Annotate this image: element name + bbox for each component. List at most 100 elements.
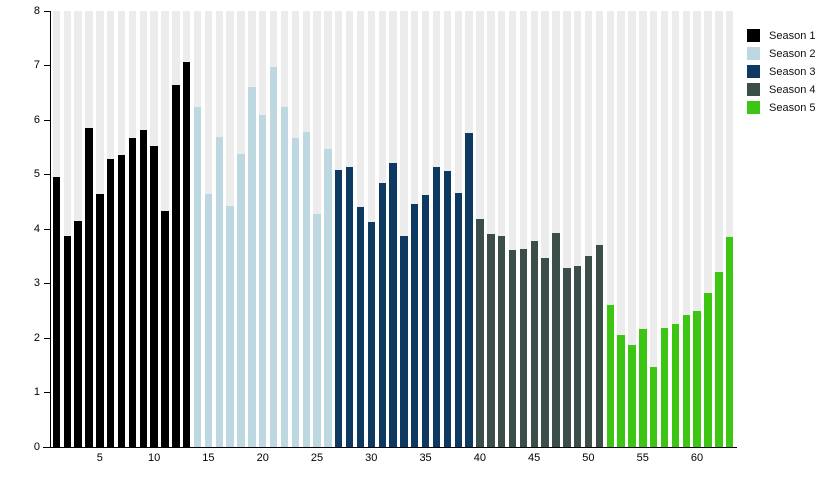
episode-slot-24 [301, 11, 312, 447]
episode-slot-18 [236, 11, 247, 447]
legend-swatch-icon [747, 83, 760, 96]
background-track [563, 11, 571, 447]
bar-episode-35 [421, 195, 430, 447]
bar-episode-53 [617, 334, 625, 447]
bar-episode-62 [715, 272, 723, 447]
legend-label: Season 1 [769, 29, 816, 42]
bar-episode-45 [530, 241, 538, 447]
episode-slot-17 [225, 11, 236, 447]
bar-episode-6 [107, 159, 115, 447]
bar-episode-2 [63, 236, 71, 447]
episode-slot-34 [409, 11, 420, 447]
bar-episode-47 [552, 232, 560, 447]
bar-episode-36 [432, 166, 441, 447]
x-tick-label-10: 10 [148, 452, 161, 464]
bar-episode-50 [584, 256, 593, 447]
episode-slot-41 [485, 11, 496, 447]
bar-episode-34 [411, 203, 419, 447]
legend-item-season-3: Season 3 [747, 65, 815, 78]
bar-episode-13 [183, 62, 191, 447]
episode-slot-55 [637, 11, 648, 447]
episode-slot-9 [138, 11, 149, 447]
episode-slot-31 [377, 11, 388, 447]
y-tick-label-8: 8 [33, 4, 40, 17]
bar-episode-49 [573, 265, 582, 447]
episode-slot-59 [681, 11, 692, 447]
episode-slot-8 [127, 11, 138, 447]
background-track [682, 11, 690, 447]
episode-slot-60 [692, 11, 703, 447]
episode-slot-28 [344, 11, 355, 447]
episode-slot-53 [616, 11, 627, 447]
episode-slot-23 [290, 11, 301, 447]
bar-episode-31 [378, 182, 386, 447]
bar-episode-59 [682, 314, 690, 447]
episode-slot-36 [431, 11, 442, 447]
bar-episode-54 [628, 344, 636, 447]
y-axis-line [50, 11, 51, 448]
bar-episode-22 [280, 106, 289, 447]
bar-episode-46 [541, 257, 549, 447]
bar-episode-19 [248, 87, 256, 447]
x-tick-label-20: 20 [256, 452, 269, 464]
background-track [63, 11, 71, 447]
y-tick-label-1: 1 [33, 386, 40, 398]
bar-episode-44 [519, 248, 528, 447]
background-track [487, 11, 495, 447]
y-tick-mark-7 [44, 65, 50, 66]
background-track [400, 11, 408, 447]
background-track [541, 11, 549, 447]
x-axis-line [43, 447, 737, 448]
bar-episode-43 [508, 250, 517, 447]
background-track [704, 11, 712, 447]
episode-slot-45 [529, 11, 540, 447]
episode-slot-29 [355, 11, 366, 447]
bar-episode-37 [443, 171, 452, 447]
episode-slot-21 [268, 11, 279, 447]
background-track [584, 11, 593, 447]
episode-slot-49 [572, 11, 583, 447]
x-tick-label-30: 30 [365, 452, 378, 464]
episode-slot-37 [442, 11, 453, 447]
bar-episode-27 [335, 170, 343, 447]
y-tick-label-5: 5 [33, 168, 40, 180]
legend-label: Season 5 [769, 101, 816, 114]
bar-episode-18 [237, 154, 245, 447]
bar-episode-12 [172, 84, 180, 447]
bar-episode-26 [324, 148, 332, 447]
bar-episode-60 [693, 310, 701, 447]
bar-episode-21 [269, 67, 278, 447]
episode-slot-43 [507, 11, 518, 447]
bar-episode-42 [497, 235, 506, 447]
bar-episode-23 [291, 138, 300, 447]
episode-slot-16 [214, 11, 225, 447]
bar-episode-3 [74, 220, 82, 447]
background-track [628, 11, 636, 447]
episode-slot-62 [713, 11, 724, 447]
legend-item-season-4: Season 4 [747, 83, 815, 96]
episode-slot-12 [170, 11, 181, 447]
background-track [595, 11, 604, 447]
episode-slot-35 [420, 11, 431, 447]
episode-slot-6 [105, 11, 116, 447]
bar-episode-1 [52, 177, 61, 447]
episode-slot-30 [366, 11, 377, 447]
bar-episode-33 [400, 235, 408, 447]
episode-slot-22 [279, 11, 290, 447]
bar-episode-40 [476, 219, 484, 447]
legend-swatch-icon [747, 29, 760, 42]
episode-slot-2 [62, 11, 73, 447]
x-tick-label-25: 25 [310, 452, 324, 464]
bar-episode-15 [204, 194, 213, 447]
episode-slot-38 [453, 11, 464, 447]
episode-slot-10 [149, 11, 160, 447]
bar-episode-29 [356, 207, 365, 447]
episode-slot-32 [388, 11, 399, 447]
background-track [552, 11, 560, 447]
legend: Season 1 Season 2 Season 3 Season 4 Season 5 [747, 29, 815, 114]
background-track [530, 11, 538, 447]
background-track [508, 11, 517, 447]
bar-episode-10 [150, 145, 158, 447]
y-tick-label-0: 0 [33, 440, 40, 453]
